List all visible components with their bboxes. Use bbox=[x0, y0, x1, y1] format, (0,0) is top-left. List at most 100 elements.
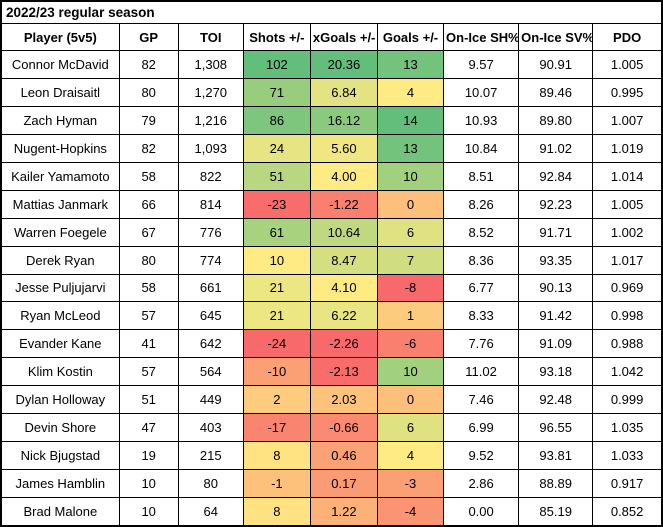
table-row: Evander Kane 41 642 -24 -2.26 -6 7.76 91.09 0.98… bbox=[0, 329, 663, 359]
cell-xgoals: 6.22 bbox=[309, 301, 378, 331]
cell-pdo: 1.019 bbox=[592, 133, 663, 163]
cell-svpct: 92.23 bbox=[518, 189, 594, 219]
cell-svpct: 93.81 bbox=[518, 441, 594, 471]
cell-xgoals: 0.17 bbox=[309, 469, 378, 498]
cell-gp: 82 bbox=[118, 133, 179, 163]
cell-player: Nugent-Hopkins bbox=[0, 133, 120, 163]
cell-shots: -23 bbox=[242, 189, 311, 219]
cell-svpct: 88.89 bbox=[518, 469, 594, 498]
cell-goals: 4 bbox=[376, 77, 445, 107]
table-row: Jesse Puljujarvi 58 661 21 4.10 -8 6.77 90.13 0.… bbox=[0, 273, 663, 303]
cell-pdo: 1.035 bbox=[592, 413, 663, 443]
cell-goals: 14 bbox=[376, 105, 445, 135]
cell-shots: -1 bbox=[242, 469, 311, 498]
cell-pdo: 1.007 bbox=[592, 105, 663, 135]
column-header-player: Player (5v5) bbox=[0, 23, 120, 51]
column-header-shots: Shots +/- bbox=[242, 23, 311, 51]
cell-pdo: 0.995 bbox=[592, 77, 663, 107]
cell-goals: 6 bbox=[376, 413, 445, 443]
table-row: James Hamblin 10 80 -1 0.17 -3 2.86 88.89 0.917 bbox=[0, 469, 663, 498]
cell-xgoals: 5.60 bbox=[309, 133, 378, 163]
table-row: Warren Foegele 67 776 61 10.64 6 8.52 91.71 1.00… bbox=[0, 217, 663, 247]
cell-shpct: 8.51 bbox=[443, 161, 520, 191]
cell-xgoals: 4.10 bbox=[309, 273, 378, 303]
cell-goals: 4 bbox=[376, 441, 445, 471]
table-title: 2022/23 regular season bbox=[0, 0, 663, 24]
cell-shpct: 9.57 bbox=[443, 50, 520, 79]
cell-shots: 21 bbox=[242, 273, 311, 303]
cell-xgoals: 10.64 bbox=[309, 217, 378, 247]
cell-shpct: 8.36 bbox=[443, 245, 520, 275]
cell-shots: 21 bbox=[242, 301, 311, 331]
cell-pdo: 0.852 bbox=[592, 497, 663, 527]
cell-shots: 8 bbox=[242, 497, 311, 527]
cell-shots: 10 bbox=[242, 245, 311, 275]
cell-shpct: 6.77 bbox=[443, 273, 520, 303]
cell-toi: 814 bbox=[177, 189, 244, 219]
table-row: Dylan Holloway 51 449 2 2.03 0 7.46 92.48 0.999 bbox=[0, 385, 663, 415]
cell-player: Jesse Puljujarvi bbox=[0, 273, 120, 303]
cell-goals: 13 bbox=[376, 50, 445, 79]
cell-gp: 57 bbox=[118, 357, 179, 387]
cell-player: Klim Kostin bbox=[0, 357, 120, 387]
cell-xgoals: 16.12 bbox=[309, 105, 378, 135]
cell-pdo: 1.005 bbox=[592, 50, 663, 79]
cell-shots: 24 bbox=[242, 133, 311, 163]
table-row: Mattias Janmark 66 814 -23 -1.22 0 8.26 92.23 1.… bbox=[0, 189, 663, 219]
table-row: Nugent-Hopkins 82 1,093 24 5.60 13 10.84 91.02 1… bbox=[0, 133, 663, 163]
cell-svpct: 91.71 bbox=[518, 217, 594, 247]
cell-gp: 79 bbox=[118, 105, 179, 135]
cell-svpct: 93.18 bbox=[518, 357, 594, 387]
cell-shpct: 8.26 bbox=[443, 189, 520, 219]
cell-goals: 10 bbox=[376, 357, 445, 387]
cell-pdo: 0.988 bbox=[592, 329, 663, 359]
cell-svpct: 92.48 bbox=[518, 385, 594, 415]
column-header-shpct: On-Ice SH% bbox=[443, 23, 520, 51]
table-row: Zach Hyman 79 1,216 86 16.12 14 10.93 89.80 1.00… bbox=[0, 105, 663, 135]
cell-pdo: 0.917 bbox=[592, 469, 663, 498]
cell-svpct: 90.91 bbox=[518, 50, 594, 79]
cell-player: Connor McDavid bbox=[0, 50, 120, 79]
cell-toi: 661 bbox=[177, 273, 244, 303]
cell-xgoals: 20.36 bbox=[309, 50, 378, 79]
cell-goals: -6 bbox=[376, 329, 445, 359]
title-row: 2022/23 regular season bbox=[0, 0, 663, 24]
cell-shpct: 10.93 bbox=[443, 105, 520, 135]
cell-toi: 64 bbox=[177, 497, 244, 527]
cell-goals: 13 bbox=[376, 133, 445, 163]
cell-goals: 7 bbox=[376, 245, 445, 275]
cell-gp: 51 bbox=[118, 385, 179, 415]
cell-toi: 1,270 bbox=[177, 77, 244, 107]
cell-toi: 645 bbox=[177, 301, 244, 331]
cell-goals: 0 bbox=[376, 189, 445, 219]
cell-player: Ryan McLeod bbox=[0, 301, 120, 331]
table-row: Derek Ryan 80 774 10 8.47 7 8.36 93.35 1.017 bbox=[0, 245, 663, 275]
cell-shpct: 9.52 bbox=[443, 441, 520, 471]
cell-shpct: 0.00 bbox=[443, 497, 520, 527]
cell-gp: 57 bbox=[118, 301, 179, 331]
cell-svpct: 96.55 bbox=[518, 413, 594, 443]
cell-player: Mattias Janmark bbox=[0, 189, 120, 219]
table-row: Ryan McLeod 57 645 21 6.22 1 8.33 91.42 0.998 bbox=[0, 301, 663, 331]
cell-shpct: 8.52 bbox=[443, 217, 520, 247]
header-row: Player (5v5) GP TOI Shots +/- xGoals +/- Goal… bbox=[0, 23, 663, 51]
cell-svpct: 85.19 bbox=[518, 497, 594, 527]
table-row: Brad Malone 10 64 8 1.22 -4 0.00 85.19 0.852 bbox=[0, 497, 663, 527]
cell-shpct: 10.07 bbox=[443, 77, 520, 107]
cell-shots: 102 bbox=[242, 50, 311, 79]
cell-goals: 1 bbox=[376, 301, 445, 331]
cell-shpct: 6.99 bbox=[443, 413, 520, 443]
column-header-gp: GP bbox=[118, 23, 179, 51]
cell-gp: 19 bbox=[118, 441, 179, 471]
cell-xgoals: 6.84 bbox=[309, 77, 378, 107]
cell-shpct: 7.46 bbox=[443, 385, 520, 415]
cell-xgoals: -2.13 bbox=[309, 357, 378, 387]
cell-player: Kailer Yamamoto bbox=[0, 161, 120, 191]
cell-toi: 564 bbox=[177, 357, 244, 387]
cell-goals: 6 bbox=[376, 217, 445, 247]
cell-toi: 774 bbox=[177, 245, 244, 275]
cell-xgoals: -2.26 bbox=[309, 329, 378, 359]
cell-player: Brad Malone bbox=[0, 497, 120, 527]
cell-gp: 80 bbox=[118, 245, 179, 275]
